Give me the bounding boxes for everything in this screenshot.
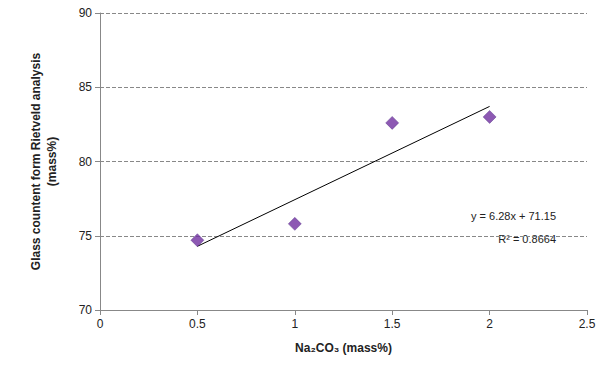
svg-text:0: 0 <box>97 317 104 331</box>
svg-text:90: 90 <box>79 6 93 20</box>
svg-text:85: 85 <box>79 80 93 94</box>
svg-text:1: 1 <box>291 317 298 331</box>
svg-text:(mass%): (mass%) <box>45 137 59 186</box>
svg-text:y = 6.28x + 71.15: y = 6.28x + 71.15 <box>471 210 556 222</box>
svg-text:0.5: 0.5 <box>189 317 206 331</box>
svg-text:R² = 0.8664: R² = 0.8664 <box>498 233 556 245</box>
svg-text:70: 70 <box>79 303 93 317</box>
svg-text:1.5: 1.5 <box>384 317 401 331</box>
svg-text:80: 80 <box>79 155 93 169</box>
svg-text:2.5: 2.5 <box>579 317 596 331</box>
svg-text:2: 2 <box>486 317 493 331</box>
svg-text:Na₂CO₃ (mass%): Na₂CO₃ (mass%) <box>295 341 392 355</box>
svg-text:Glass countent form Rietveld a: Glass countent form Rietveld analysis <box>29 52 43 270</box>
svg-text:75: 75 <box>79 229 93 243</box>
